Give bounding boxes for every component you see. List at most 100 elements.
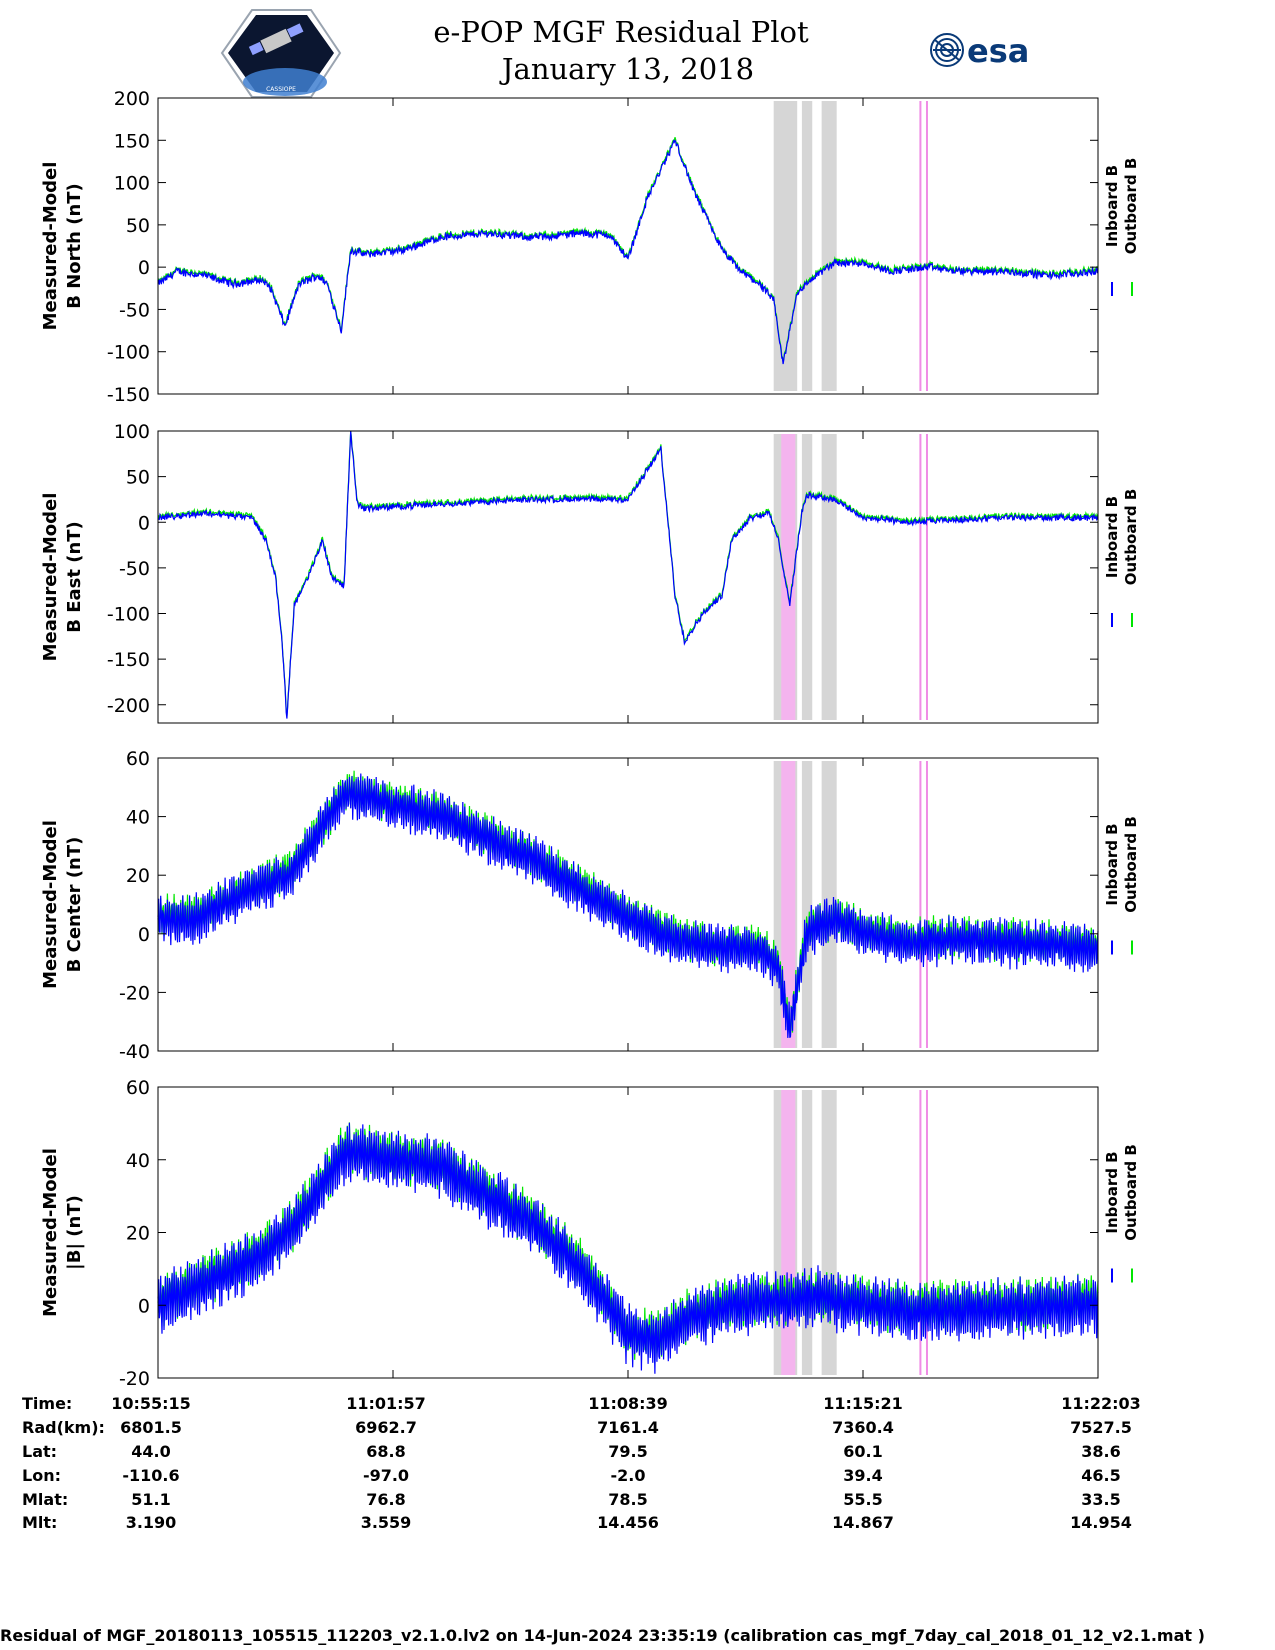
table-cell: 6801.5: [120, 1418, 182, 1437]
y-tick-label: 100: [114, 173, 150, 195]
event-marker-line: [925, 101, 928, 391]
table-cell: 68.8: [366, 1442, 405, 1461]
data-gap-band: [821, 101, 837, 391]
event-marker-line: [925, 1090, 928, 1375]
y-tick-label: -100: [107, 604, 150, 626]
inboard-series-line: [157, 1122, 1099, 1374]
data-gap-band: [821, 434, 837, 720]
y-axis-label-unit: B North (nT): [64, 183, 85, 309]
table-cell: 11:15:21: [823, 1394, 903, 1413]
y-tick-label: 200: [114, 88, 150, 110]
mission-logo-text: CASSIOPE: [266, 86, 296, 93]
panel-1: -150 -100 -50 0 50 100 150 200 Measured-Model B N…: [40, 88, 1140, 406]
table-cell: 11:08:39: [588, 1394, 668, 1413]
event-band: [781, 1090, 796, 1375]
inboard-series-line: [157, 773, 1099, 1038]
table-cell: 14.456: [597, 1513, 659, 1532]
y-axis-label-unit: B East (nT): [64, 521, 85, 633]
esa-swirl-icon: [930, 33, 964, 67]
table-cell: 7360.4: [832, 1418, 894, 1437]
y-axis-label: Measured-Model: [40, 1148, 61, 1317]
y-tick-label: 60: [126, 1077, 150, 1099]
plot-frame: [157, 430, 1099, 724]
y-tick-label: -50: [119, 299, 150, 321]
table-row-label: Lat:: [22, 1442, 57, 1461]
y-tick-label: 0: [138, 1295, 150, 1317]
legend-outboard-label: Outboard B: [1122, 158, 1140, 255]
table-cell: 3.190: [126, 1513, 177, 1532]
y-tick-label: 40: [126, 807, 150, 829]
y-tick-label: -150: [107, 649, 150, 671]
table-cell: 10:55:15: [111, 1394, 191, 1413]
table-cell: 6962.7: [355, 1418, 417, 1437]
outboard-series-line: [157, 137, 1099, 362]
legend-outboard-label: Outboard B: [1122, 489, 1140, 586]
y-axis-label: Measured-Model: [40, 820, 61, 989]
plot-frame: [157, 97, 1099, 395]
plot-frame: [157, 757, 1099, 1052]
event-marker-line: [919, 434, 922, 720]
cassiope-mission-logo: CASSIOPE: [220, 9, 342, 98]
y-tick-label: -20: [119, 982, 150, 1004]
table-cell: 78.5: [608, 1490, 647, 1509]
y-tick-label: 150: [114, 130, 150, 152]
y-tick-label: -200: [107, 695, 150, 717]
table-cell: 14.954: [1070, 1513, 1132, 1532]
plot-title: e-POP MGF Residual Plot: [433, 15, 809, 49]
y-tick-label: 0: [138, 257, 150, 279]
table-row-label: Mlt:: [22, 1513, 57, 1532]
table-cell: 7161.4: [597, 1418, 659, 1437]
table-cell: 11:01:57: [346, 1394, 426, 1413]
event-marker-line: [919, 761, 922, 1048]
y-tick-label: 0: [138, 924, 150, 946]
legend-outboard-label: Outboard B: [1122, 816, 1140, 913]
data-gap-band: [801, 101, 813, 391]
outboard-series-line: [157, 770, 1099, 1035]
table-cell: 3.559: [361, 1513, 412, 1532]
table-row-label: Mlat:: [22, 1490, 68, 1509]
table-cell: 11:22:03: [1061, 1394, 1141, 1413]
data-gap-band: [821, 1090, 837, 1375]
y-tick-label: -150: [107, 384, 150, 406]
outboard-series-line: [157, 430, 1099, 717]
esa-wordmark: esa: [967, 32, 1029, 70]
data-gap-band: [801, 761, 813, 1048]
inboard-series-line: [157, 139, 1099, 365]
data-gap-band: [801, 1090, 813, 1375]
table-cell: 38.6: [1081, 1442, 1120, 1461]
y-tick-label: 40: [126, 1150, 150, 1172]
table-cell: 79.5: [608, 1442, 647, 1461]
legend-inboard-label: Inboard B: [1103, 496, 1121, 578]
event-band: [781, 434, 796, 720]
y-tick-label: 60: [126, 748, 150, 770]
table-cell: 76.8: [366, 1490, 405, 1509]
inboard-series-line: [158, 430, 1099, 719]
ephemeris-table: Time: Rad(km): Lat: Lon: Mlat: Mlt: 10:55:15 68…: [22, 1394, 1141, 1532]
footer-caption: Residual of MGF_20180113_105515_112203_v…: [0, 1626, 1205, 1645]
table-cell: -97.0: [363, 1466, 409, 1485]
y-axis-label: Measured-Model: [40, 493, 61, 662]
y-tick-label: -20: [119, 1368, 150, 1390]
plot-date: January 13, 2018: [499, 52, 754, 86]
table-cell: 51.1: [131, 1490, 170, 1509]
data-gap-band: [801, 434, 813, 720]
legend-inboard-label: Inboard B: [1103, 1151, 1121, 1233]
y-tick-label: -100: [107, 342, 150, 364]
event-marker-line: [919, 101, 922, 391]
table-cell: 44.0: [131, 1442, 170, 1461]
data-gap-band: [773, 101, 798, 391]
event-marker-line: [925, 761, 928, 1048]
y-axis-label: Measured-Model: [40, 162, 61, 331]
event-marker-line: [919, 1090, 922, 1375]
table-cell: 46.5: [1081, 1466, 1120, 1485]
table-cell: -110.6: [122, 1466, 179, 1485]
table-cell: -2.0: [611, 1466, 646, 1485]
legend-outboard-label: Outboard B: [1122, 1144, 1140, 1241]
y-tick-label: 20: [126, 1223, 150, 1245]
event-marker-line: [925, 434, 928, 720]
y-tick-label: -50: [119, 558, 150, 580]
y-tick-label: 50: [126, 215, 150, 237]
table-cell: 60.1: [843, 1442, 882, 1461]
